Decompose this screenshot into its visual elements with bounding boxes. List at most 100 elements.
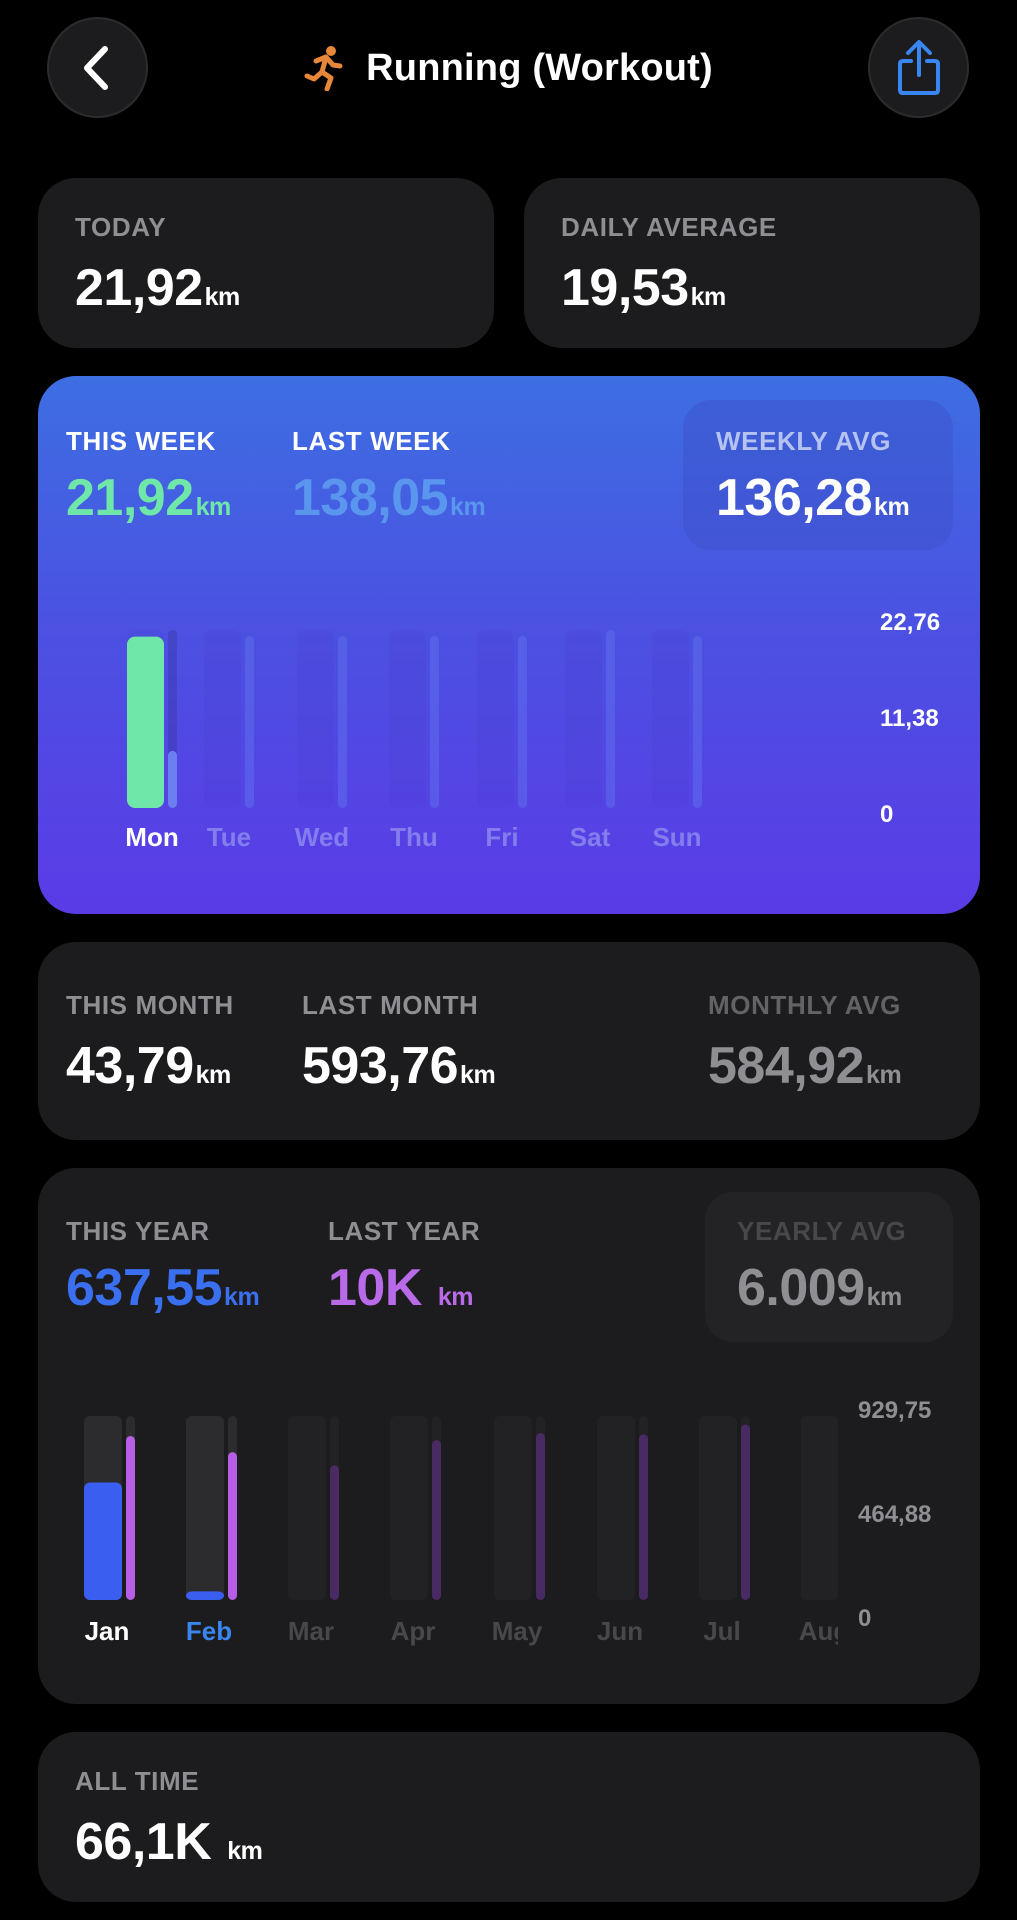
this-month-label: THIS MONTH — [66, 990, 234, 1020]
daily-average-label: DAILY AVERAGE — [561, 212, 777, 242]
this-year-bar — [186, 1591, 224, 1600]
this-week-bar-track — [652, 630, 689, 808]
this-year-bar-track — [494, 1416, 532, 1600]
last-month-number: 593,76 — [302, 1037, 459, 1095]
y-tick-label: 464,88 — [858, 1501, 931, 1528]
daily-average-unit: km — [690, 283, 727, 311]
last-year-bar — [330, 1465, 339, 1600]
this-week-value: 21,92km — [66, 468, 231, 528]
last-year-number: 10K — [328, 1259, 422, 1317]
last-month-value: 593,76km — [302, 1036, 496, 1096]
last-week-label: LAST WEEK — [292, 426, 451, 456]
last-year-bar — [741, 1424, 750, 1600]
month-label: Mar — [288, 1616, 334, 1646]
this-year-bar-track — [390, 1416, 428, 1600]
last-month-unit: km — [460, 1061, 496, 1089]
last-week-bar — [245, 635, 254, 808]
yearly-avg-value: 6.009km — [737, 1258, 902, 1318]
last-week-value: 138,05km — [292, 468, 486, 528]
all-time-label: ALL TIME — [75, 1766, 200, 1796]
this-year-value: 637,55km — [66, 1258, 260, 1318]
share-button[interactable] — [868, 17, 969, 118]
day-label: Sun — [652, 822, 701, 852]
monthly-card[interactable]: THIS MONTH 43,79km LAST MONTH 593,76km M… — [38, 942, 980, 1140]
this-month-number: 43,79 — [66, 1037, 194, 1095]
today-number: 21,92 — [75, 259, 203, 317]
today-card[interactable]: TODAY 21,92km — [38, 178, 494, 348]
last-week-bar — [430, 635, 439, 808]
running-figure-icon — [304, 46, 343, 91]
weekly-card[interactable]: THIS WEEK 21,92km LAST WEEK 138,05km WEE… — [38, 376, 980, 914]
month-label: Jan — [85, 1616, 130, 1646]
page-title-text: Running (Workout) — [366, 46, 713, 89]
chevron-left-icon — [83, 45, 108, 90]
today-value: 21,92km — [75, 258, 240, 318]
share-icon — [897, 39, 940, 95]
weekly-avg-box: WEEKLY AVG 136,28km — [683, 400, 953, 550]
day-label: Sat — [570, 822, 611, 852]
day-label: Tue — [207, 822, 251, 852]
last-week-bar — [168, 750, 177, 808]
yearly-bar-chart: Jan Feb Mar Apr May Jun Jul Aug 929,75 464,88 0 — [84, 1397, 931, 1646]
day-label: Fri — [485, 822, 518, 852]
month-label: Feb — [186, 1616, 232, 1646]
this-week-label: THIS WEEK — [66, 426, 216, 456]
day-label: Mon — [125, 822, 178, 852]
this-month-value: 43,79km — [66, 1036, 231, 1096]
last-week-bar — [518, 635, 527, 808]
day-label: Thu — [390, 822, 438, 852]
this-week-number: 21,92 — [66, 469, 194, 527]
month-label: Jun — [597, 1616, 643, 1646]
this-week-bar-track — [477, 630, 514, 808]
last-week-bar — [606, 630, 615, 808]
last-week-bar — [338, 635, 347, 808]
page-title: Running (Workout) — [0, 40, 1017, 96]
weekly-avg-value: 136,28km — [716, 468, 910, 528]
this-week-unit: km — [195, 493, 232, 521]
last-week-bar — [693, 635, 702, 808]
this-year-label: THIS YEAR — [66, 1216, 210, 1246]
this-year-bar-track — [801, 1416, 838, 1600]
y-tick-label: 0 — [858, 1605, 871, 1632]
weekly-avg-unit: km — [874, 493, 910, 521]
this-year-bar-track — [186, 1416, 224, 1600]
yearly-avg-label: YEARLY AVG — [737, 1216, 907, 1246]
yearly-avg-number: 6.009 — [737, 1259, 865, 1317]
today-label: TODAY — [75, 212, 167, 242]
monthly-avg-label: MONTHLY AVG — [708, 990, 901, 1020]
day-label: Wed — [295, 822, 349, 852]
monthly-avg-unit: km — [866, 1061, 902, 1089]
last-year-bar — [639, 1434, 648, 1600]
last-year-value: 10K km — [328, 1258, 474, 1318]
month-label: May — [492, 1616, 543, 1646]
last-month-label: LAST MONTH — [302, 990, 479, 1020]
weekly-avg-label: WEEKLY AVG — [716, 426, 892, 456]
last-year-bar — [432, 1440, 441, 1600]
last-year-unit: km — [437, 1283, 474, 1311]
yearly-avg-unit: km — [866, 1283, 903, 1311]
month-label: Apr — [391, 1616, 436, 1646]
today-unit: km — [204, 283, 241, 311]
daily-average-card[interactable]: DAILY AVERAGE 19,53km — [524, 178, 980, 348]
this-year-number: 637,55 — [66, 1259, 223, 1317]
this-year-bar-track — [699, 1416, 737, 1600]
this-year-bar-track — [288, 1416, 326, 1600]
back-button[interactable] — [47, 17, 148, 118]
last-year-label: LAST YEAR — [328, 1216, 481, 1246]
all-time-unit: km — [227, 1837, 263, 1865]
monthly-avg-value: 584,92km — [708, 1036, 902, 1096]
monthly-avg-number: 584,92 — [708, 1037, 865, 1095]
this-year-bar — [84, 1482, 122, 1600]
this-week-bar-track — [204, 630, 241, 808]
this-month-unit: km — [195, 1061, 232, 1089]
all-time-card[interactable]: ALL TIME 66,1K km — [38, 1732, 980, 1902]
weekly-bar-chart: Mon Tue Wed Thu Fri Sat Sun 22,76 11,38 0 — [125, 609, 940, 852]
all-time-value: 66,1K km — [75, 1812, 263, 1872]
last-year-bar — [126, 1435, 135, 1600]
yearly-card[interactable]: THIS YEAR 637,55km LAST YEAR 10K km YEAR… — [38, 1168, 980, 1704]
last-year-bar — [536, 1433, 545, 1600]
this-week-bar-track — [389, 630, 426, 808]
this-year-unit: km — [224, 1283, 260, 1311]
last-week-unit: km — [450, 493, 486, 521]
last-week-number: 138,05 — [292, 469, 449, 527]
